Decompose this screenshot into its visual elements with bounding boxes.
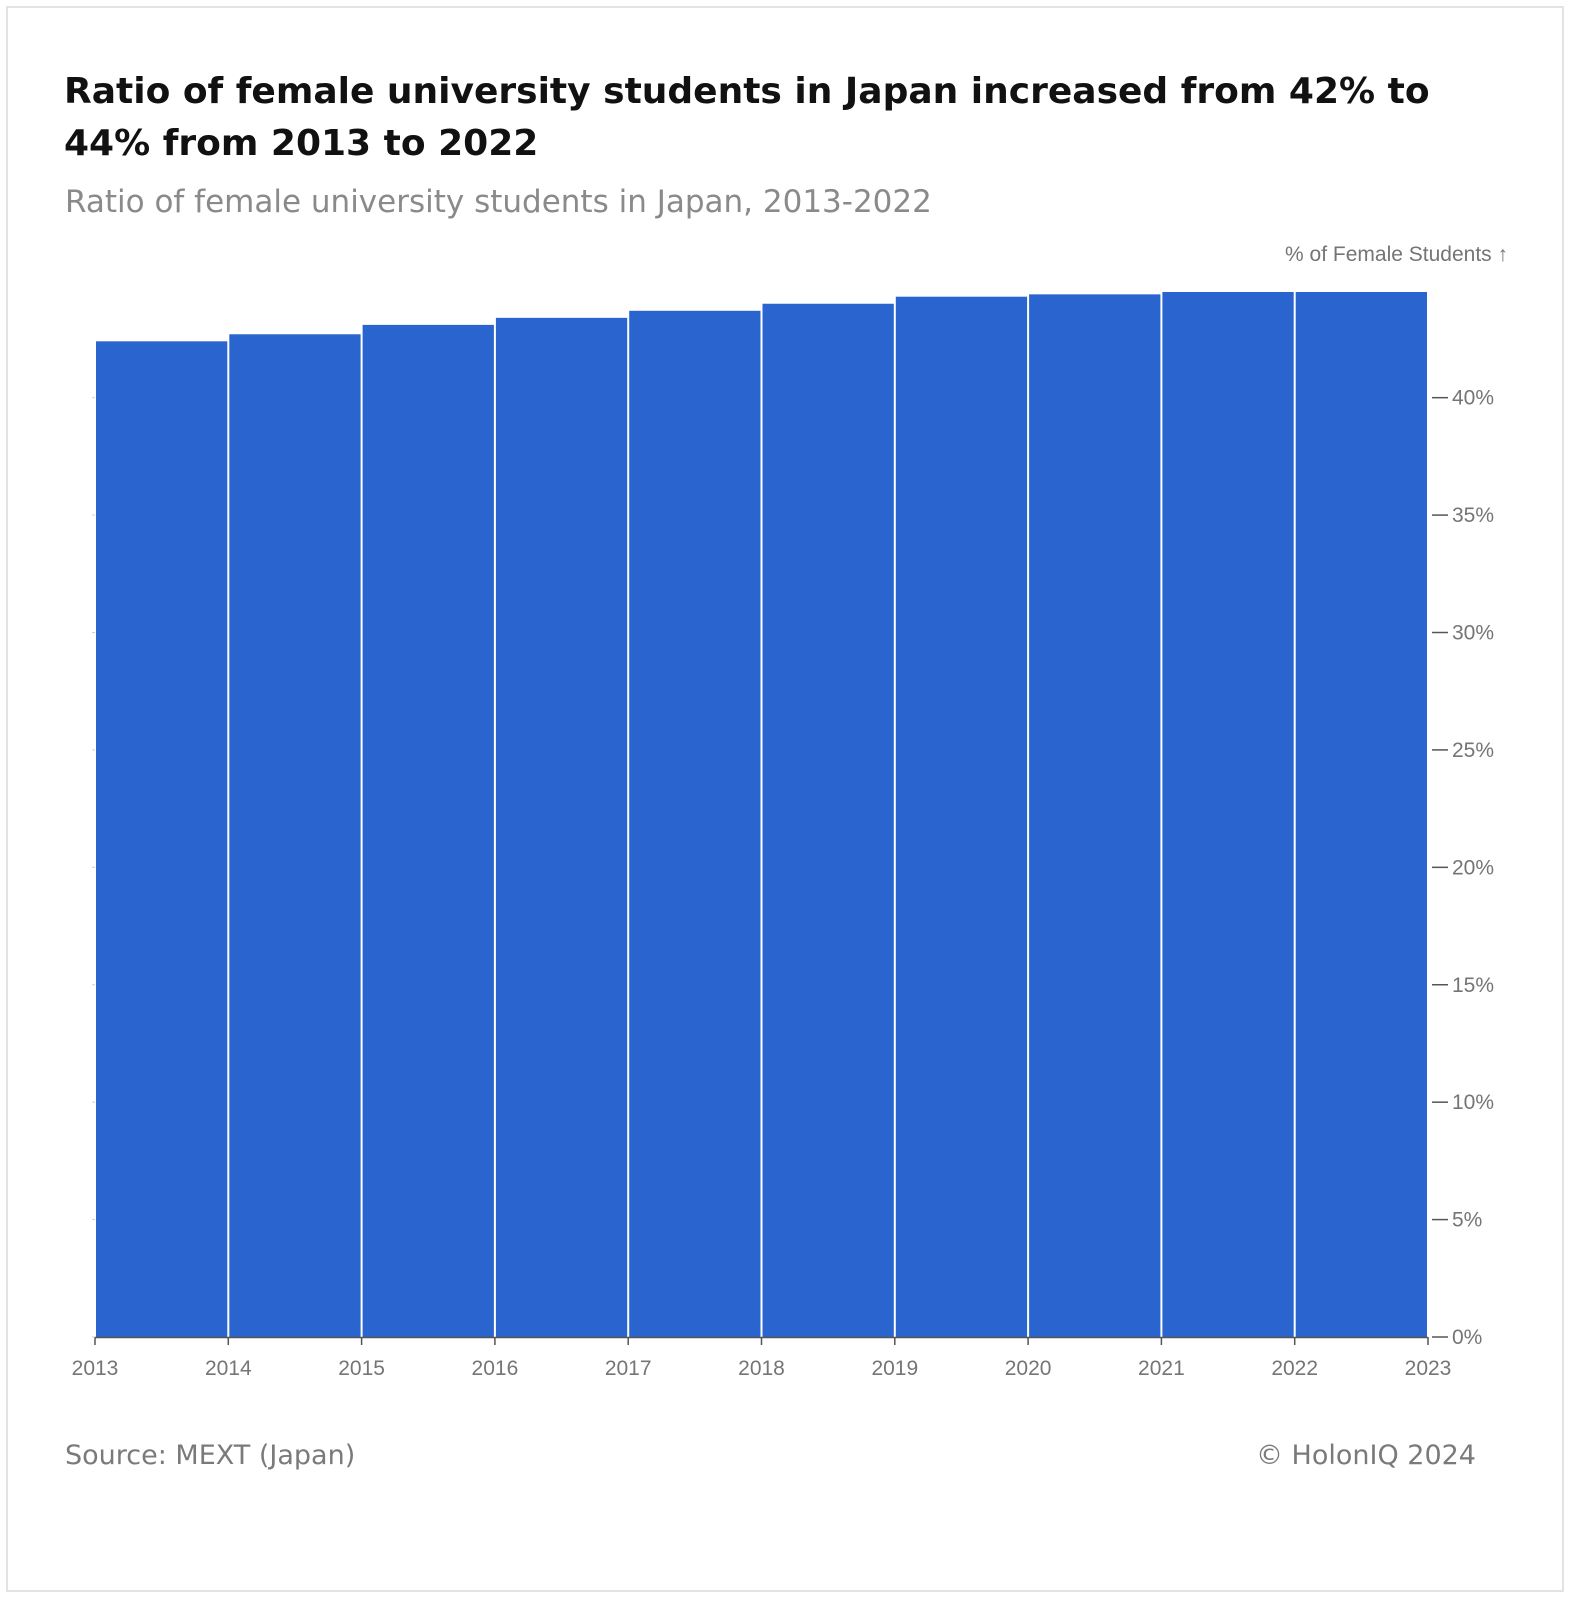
bar-2018 <box>762 303 894 1337</box>
bar-2020 <box>1029 294 1161 1337</box>
copyright-note: © HolonIQ 2024 <box>1255 1440 1476 1471</box>
x-tick-label: 2023 <box>1405 1357 1452 1380</box>
y-tick-label: 15% <box>1452 974 1494 997</box>
bar-2022 <box>1295 292 1427 1337</box>
y-tick-label: 30% <box>1452 622 1494 645</box>
bar-2014 <box>229 334 361 1337</box>
x-tick-label: 2021 <box>1138 1357 1185 1380</box>
x-tick-label: 2018 <box>738 1357 785 1380</box>
y-tick-label: 40% <box>1452 387 1494 410</box>
x-axis: 2013 2014 2015 2016 2017 2018 2019 2020 2021 2022… <box>72 1336 1452 1380</box>
bar-2016 <box>495 317 628 1338</box>
y-axis-label: % of Female Students ↑ <box>1285 243 1508 266</box>
y-axis: 0% 5% 10% 15% 20% 25% 30% 35% 40% <box>92 387 1494 1349</box>
bar-2021 <box>1162 292 1294 1337</box>
bar-2019 <box>895 296 1028 1337</box>
x-tick-label: 2015 <box>338 1357 385 1380</box>
x-tick-label: 2014 <box>205 1357 252 1380</box>
x-tick-label: 2013 <box>72 1357 119 1380</box>
bar-2013 <box>96 341 228 1338</box>
source-note: Source: MEXT (Japan) <box>65 1440 356 1471</box>
bar-2015 <box>362 324 494 1337</box>
chart-subtitle: Ratio of female university students in J… <box>65 184 932 220</box>
x-tick-label: 2022 <box>1271 1357 1318 1380</box>
y-tick-label: 25% <box>1452 739 1494 762</box>
bars-group <box>96 292 1427 1338</box>
y-tick-label: 35% <box>1452 504 1494 527</box>
chart-title: Ratio of female university students in J… <box>64 71 1430 164</box>
x-tick-label: 2017 <box>605 1357 652 1380</box>
x-tick-label: 2016 <box>472 1357 519 1380</box>
bar-2017 <box>629 310 761 1338</box>
x-tick-label: 2020 <box>1005 1357 1052 1380</box>
y-tick-label: 10% <box>1452 1091 1494 1114</box>
y-tick-label: 5% <box>1452 1209 1482 1232</box>
y-tick-label: 0% <box>1452 1326 1482 1349</box>
y-tick-label: 20% <box>1452 856 1494 879</box>
x-tick-label: 2019 <box>871 1357 918 1380</box>
